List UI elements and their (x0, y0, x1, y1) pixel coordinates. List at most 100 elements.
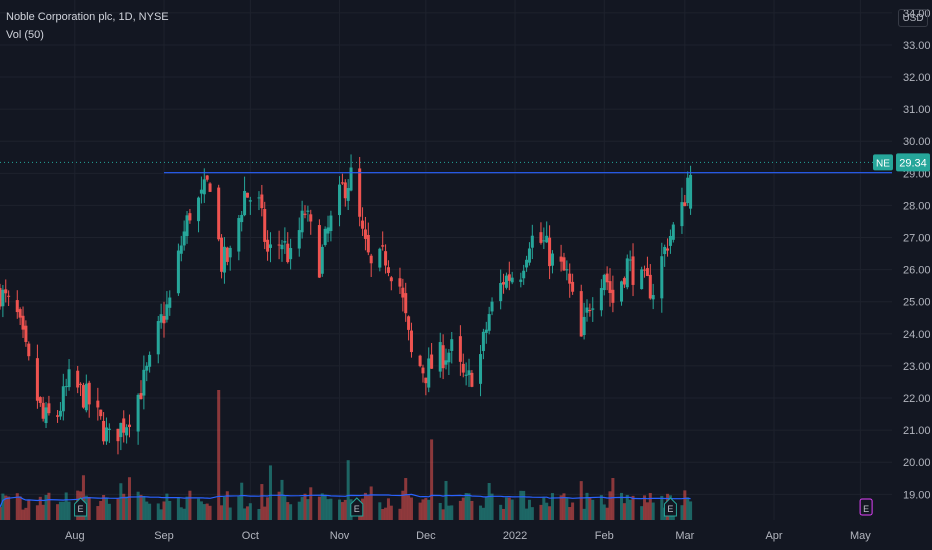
candle-body[interactable] (47, 403, 51, 414)
candle-body[interactable] (461, 363, 465, 373)
candle-body[interactable] (507, 274, 511, 281)
candle-body[interactable] (441, 345, 445, 369)
candle-body[interactable] (640, 269, 644, 290)
candle-body[interactable] (502, 282, 506, 285)
candle-body[interactable] (245, 192, 249, 198)
candle-body[interactable] (447, 352, 451, 363)
candle-body[interactable] (645, 268, 649, 276)
candle-body[interactable] (0, 288, 2, 307)
candle-body[interactable] (683, 202, 687, 207)
candle-body[interactable] (102, 420, 106, 442)
candle-body[interactable] (479, 354, 483, 384)
candle-body[interactable] (464, 374, 468, 376)
candle-body[interactable] (349, 167, 353, 191)
candle-body[interactable] (588, 309, 592, 311)
candle-body[interactable] (608, 281, 612, 293)
candle-body[interactable] (622, 278, 626, 285)
candle-body[interactable] (15, 300, 19, 313)
candle-body[interactable] (562, 257, 566, 271)
candle-body[interactable] (188, 213, 192, 221)
candle-body[interactable] (127, 424, 131, 428)
candle-body[interactable] (585, 307, 589, 313)
candle-body[interactable] (240, 214, 244, 223)
candle-body[interactable] (243, 190, 247, 216)
candle-body[interactable] (599, 288, 603, 311)
candle-body[interactable] (550, 253, 554, 266)
candle-body[interactable] (179, 245, 183, 254)
candle-body[interactable] (159, 314, 163, 323)
candle-body[interactable] (338, 184, 342, 216)
candle-body[interactable] (369, 255, 373, 264)
candle-body[interactable] (450, 339, 454, 351)
candle-body[interactable] (222, 246, 226, 273)
candle-body[interactable] (7, 295, 11, 297)
candle-body[interactable] (343, 182, 347, 199)
candle-body[interactable] (182, 231, 186, 246)
candle-body[interactable] (424, 377, 428, 384)
candle-body[interactable] (545, 235, 549, 243)
candle-body[interactable] (280, 244, 284, 250)
candle-body[interactable] (611, 289, 615, 303)
candle-body[interactable] (671, 224, 675, 240)
candle-body[interactable] (176, 250, 180, 294)
candle-body[interactable] (579, 291, 583, 337)
candle-body[interactable] (35, 358, 39, 401)
candle-body[interactable] (27, 343, 31, 357)
candle-body[interactable] (142, 369, 146, 396)
candle-body[interactable] (605, 273, 609, 283)
candle-body[interactable] (125, 427, 129, 436)
candle-body[interactable] (139, 393, 143, 400)
candle-body[interactable] (427, 358, 431, 388)
currency-label[interactable]: USD (898, 9, 928, 27)
candle-body[interactable] (386, 267, 390, 273)
candle-body[interactable] (680, 202, 684, 227)
candle-body[interactable] (323, 228, 327, 246)
candle-body[interactable] (58, 410, 62, 417)
candle-body[interactable] (18, 309, 22, 318)
candle-body[interactable] (199, 189, 203, 194)
candle-body[interactable] (205, 175, 209, 180)
candle-body[interactable] (651, 295, 655, 300)
candle-body[interactable] (148, 354, 152, 367)
candle-body[interactable] (490, 301, 494, 312)
candle-body[interactable] (542, 240, 546, 242)
candle-body[interactable] (257, 197, 261, 199)
candle-body[interactable] (525, 259, 529, 268)
candle-body[interactable] (104, 427, 108, 442)
candle-body[interactable] (21, 315, 25, 330)
candle-body[interactable] (320, 246, 324, 274)
candle-body[interactable] (297, 230, 301, 249)
candle-body[interactable] (306, 210, 310, 212)
candle-body[interactable] (107, 428, 111, 430)
candle-body[interactable] (228, 247, 232, 258)
candle-body[interactable] (4, 289, 8, 294)
candle-body[interactable] (116, 428, 120, 442)
candle-body[interactable] (499, 283, 503, 302)
candle-body[interactable] (300, 210, 304, 233)
candle-body[interactable] (361, 220, 365, 229)
earnings-icon[interactable]: E (74, 497, 88, 517)
candle-body[interactable] (409, 330, 413, 353)
candle-body[interactable] (504, 275, 508, 288)
candle-body[interactable] (99, 409, 103, 417)
candle-body[interactable] (565, 269, 569, 271)
candle-body[interactable] (185, 215, 189, 237)
candle-body[interactable] (418, 355, 422, 367)
candle-body[interactable] (363, 229, 367, 239)
candle-body[interactable] (625, 258, 629, 288)
candle-body[interactable] (248, 200, 252, 202)
candle-body[interactable] (96, 400, 100, 408)
candle-body[interactable] (346, 188, 350, 201)
candle-body[interactable] (539, 232, 543, 243)
candle-body[interactable] (438, 342, 442, 372)
candle-body[interactable] (527, 248, 531, 263)
candle-body[interactable] (225, 247, 229, 262)
candle-body[interactable] (76, 370, 80, 388)
candle-body[interactable] (38, 397, 42, 403)
earnings-icon[interactable]: E (663, 497, 677, 517)
candle-body[interactable] (309, 214, 313, 222)
candle-body[interactable] (398, 278, 402, 287)
volume-indicator-title[interactable]: Vol (50) (6, 29, 44, 41)
